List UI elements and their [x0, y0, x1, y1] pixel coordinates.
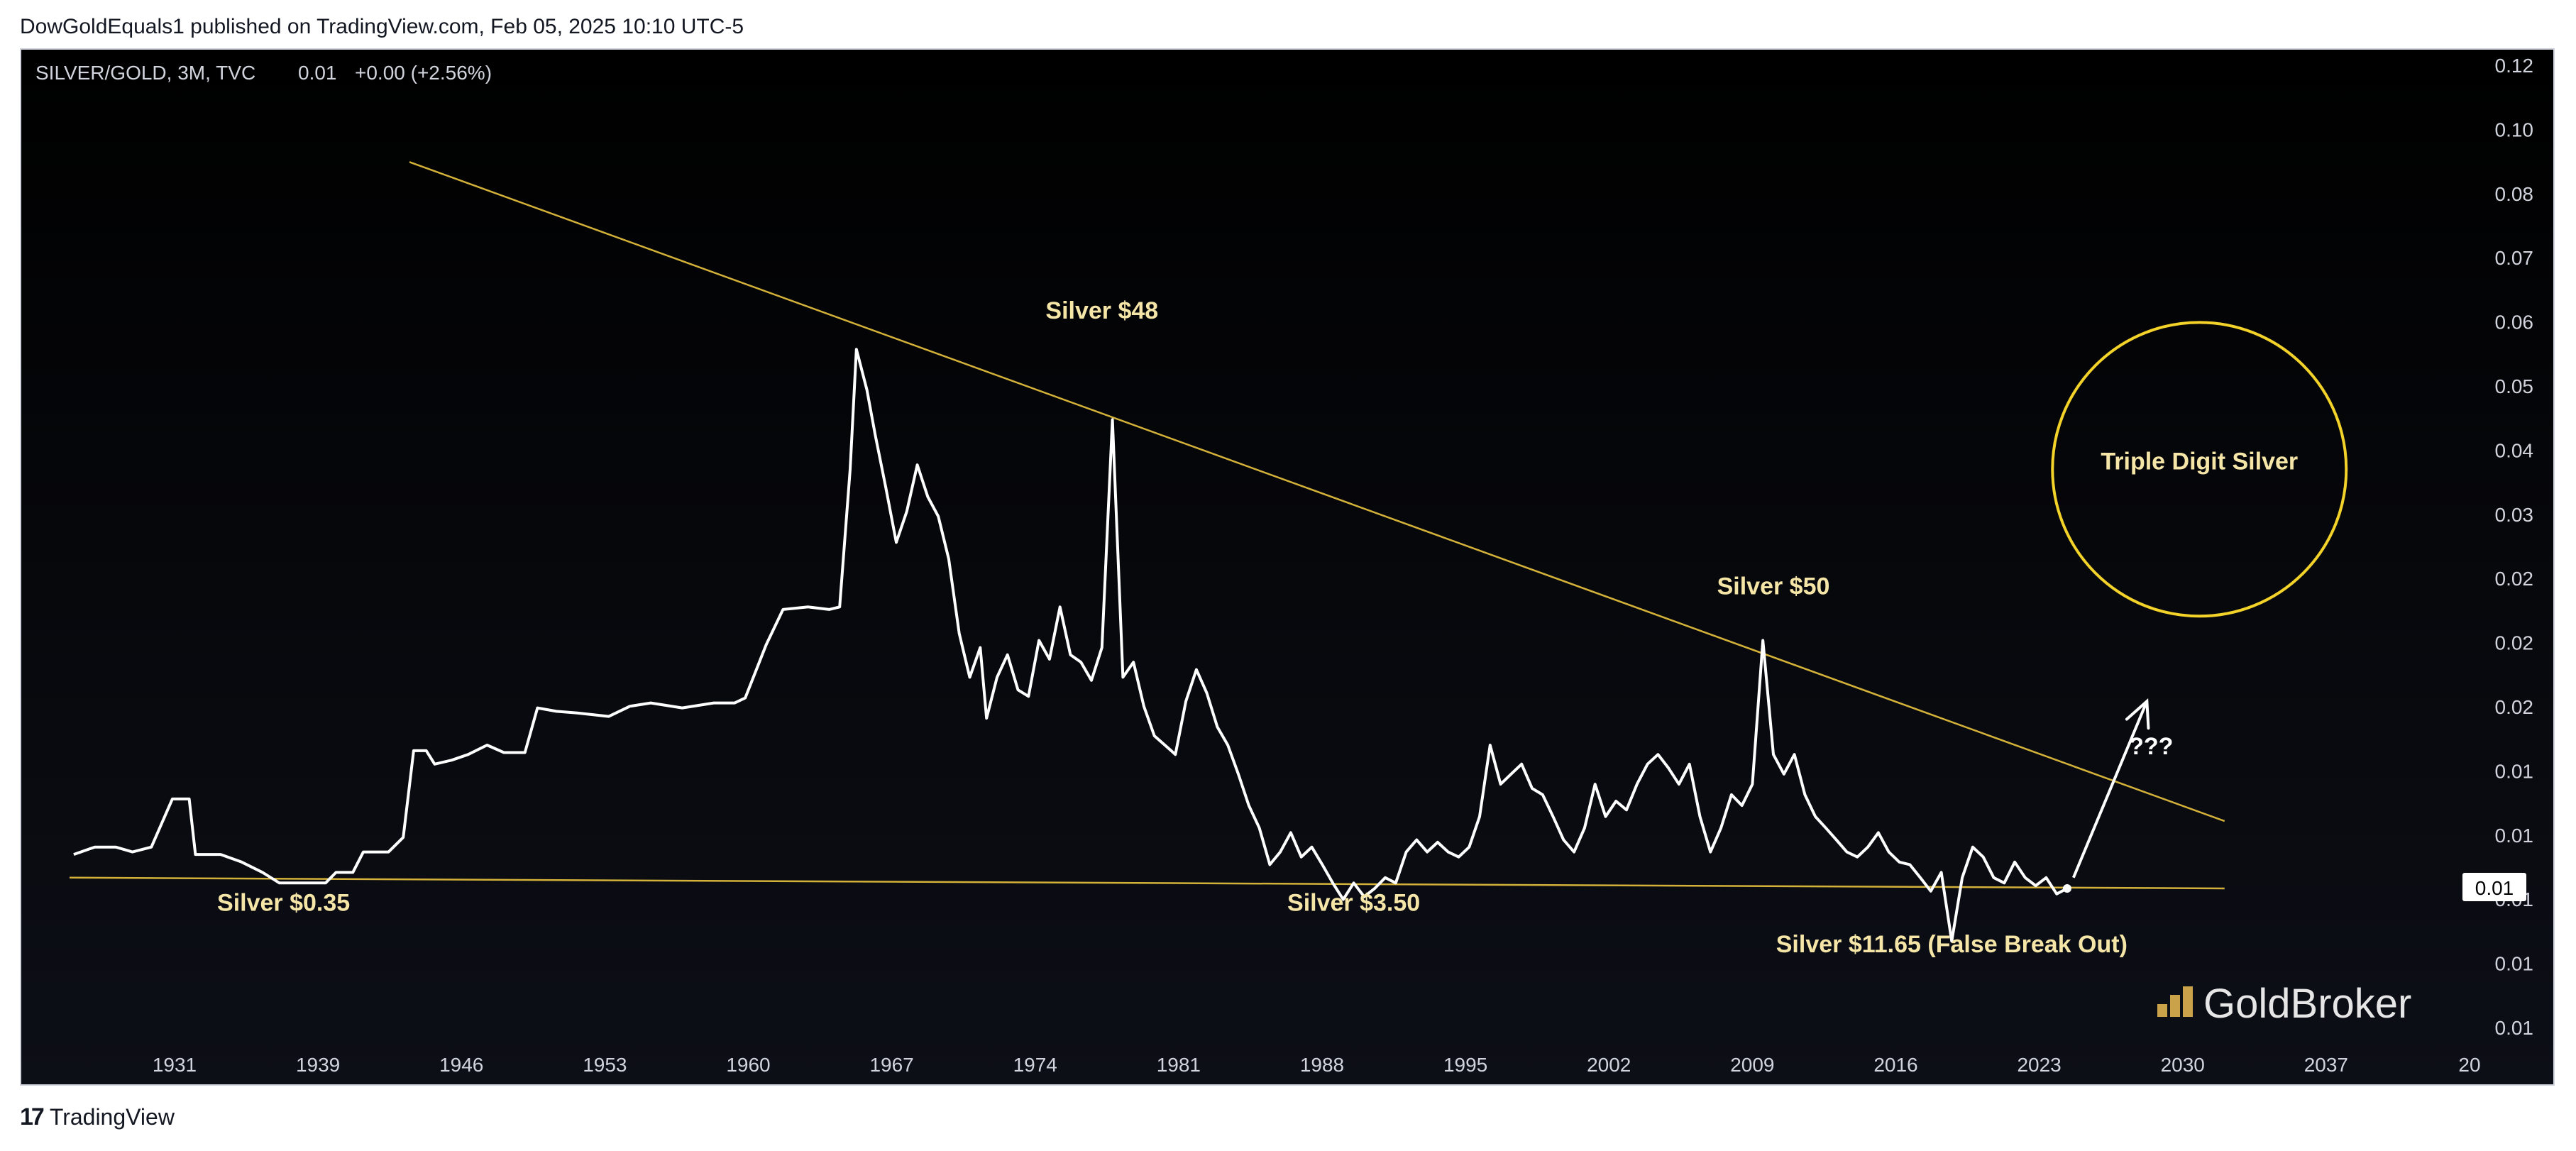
- x-tick-label: 1960: [726, 1054, 770, 1076]
- y-tick-label: 0.02: [2495, 696, 2534, 718]
- x-tick-label: 1939: [296, 1054, 340, 1076]
- x-tick-label: 1974: [1013, 1054, 1057, 1076]
- x-tick-label: 1967: [869, 1054, 913, 1076]
- last-price-dot: [2062, 883, 2071, 893]
- chart-panel[interactable]: SILVER/GOLD, 3M, TVC 0.01 +0.00 (+2.56%) 19…: [20, 48, 2555, 1086]
- annotation-label: Silver $3.50: [1287, 890, 1420, 917]
- silver-gold-ratio-chart[interactable]: SILVER/GOLD, 3M, TVC 0.01 +0.00 (+2.56%) 19…: [21, 50, 2556, 1087]
- trendline: [409, 161, 2225, 822]
- x-tick-label: 1953: [583, 1054, 627, 1076]
- arrowhead-icon: [2125, 698, 2150, 730]
- x-tick-label: 1981: [1157, 1054, 1201, 1076]
- annotation-label: Silver $11.65 (False Break Out): [1776, 931, 2128, 958]
- last-price-label: 0.01: [2475, 877, 2514, 899]
- x-tick-label: 1995: [1443, 1054, 1487, 1076]
- y-tick-label: 0.06: [2495, 312, 2534, 334]
- y-tick-label: 0.01: [2495, 825, 2534, 847]
- price-line: [73, 348, 2068, 943]
- x-tick-label: 2009: [1730, 1054, 1774, 1076]
- last-price-badge: [2462, 872, 2526, 901]
- x-tick-label: 1931: [153, 1054, 197, 1076]
- y-tick-label: 0.04: [2495, 439, 2534, 461]
- annotation-label: ???: [2129, 733, 2173, 760]
- annotation-label: Triple Digit Silver: [2101, 448, 2298, 475]
- legend-last: 0.01: [298, 62, 337, 84]
- tradingview-footer[interactable]: 17 TradingView: [20, 1098, 175, 1135]
- annotation-label: Silver $0.35: [217, 890, 350, 917]
- y-tick-label: 0.10: [2495, 119, 2534, 141]
- x-tick-label: 1946: [439, 1054, 483, 1076]
- x-tick-label: 20: [2458, 1054, 2480, 1076]
- annotation-label: Silver $50: [1717, 573, 1830, 600]
- x-tick-label: 2016: [1873, 1054, 1917, 1076]
- x-tick-label: 2002: [1587, 1054, 1631, 1076]
- y-tick-label: 0.12: [2495, 55, 2534, 77]
- y-tick-label: 0.02: [2495, 568, 2534, 590]
- y-tick-label: 0.01: [2495, 760, 2534, 782]
- tradingview-label: TradingView: [49, 1103, 175, 1130]
- goldbroker-logo-icon: [2170, 995, 2180, 1017]
- y-tick-label: 0.02: [2495, 632, 2534, 654]
- y-tick-label: 0.05: [2495, 375, 2534, 397]
- annotation-label: Silver $48: [1045, 297, 1158, 324]
- goldbroker-logo-icon: [2183, 986, 2193, 1017]
- trendline: [70, 876, 2225, 890]
- y-tick-label: 0.03: [2495, 504, 2534, 526]
- projection-arrow: [2071, 700, 2149, 879]
- y-tick-label: 0.01: [2495, 1017, 2534, 1039]
- legend-symbol: SILVER/GOLD, 3M, TVC: [35, 62, 255, 84]
- tradingview-logo-icon: 17: [20, 1103, 45, 1130]
- x-tick-label: 2037: [2304, 1054, 2348, 1076]
- goldbroker-logo-icon: [2157, 1004, 2167, 1017]
- y-tick-label: 0.01: [2495, 953, 2534, 975]
- legend-change: +0.00 (+2.56%): [355, 62, 492, 84]
- y-tick-label: 0.08: [2495, 183, 2534, 205]
- target-circle: [2051, 321, 2348, 618]
- x-tick-label: 1988: [1300, 1054, 1344, 1076]
- x-tick-label: 2023: [2017, 1054, 2061, 1076]
- publish-info: DowGoldEquals1 published on TradingView.…: [20, 15, 744, 38]
- goldbroker-watermark: GoldBroker: [2203, 981, 2411, 1027]
- y-tick-label: 0.07: [2495, 247, 2534, 269]
- x-tick-label: 2030: [2161, 1054, 2205, 1076]
